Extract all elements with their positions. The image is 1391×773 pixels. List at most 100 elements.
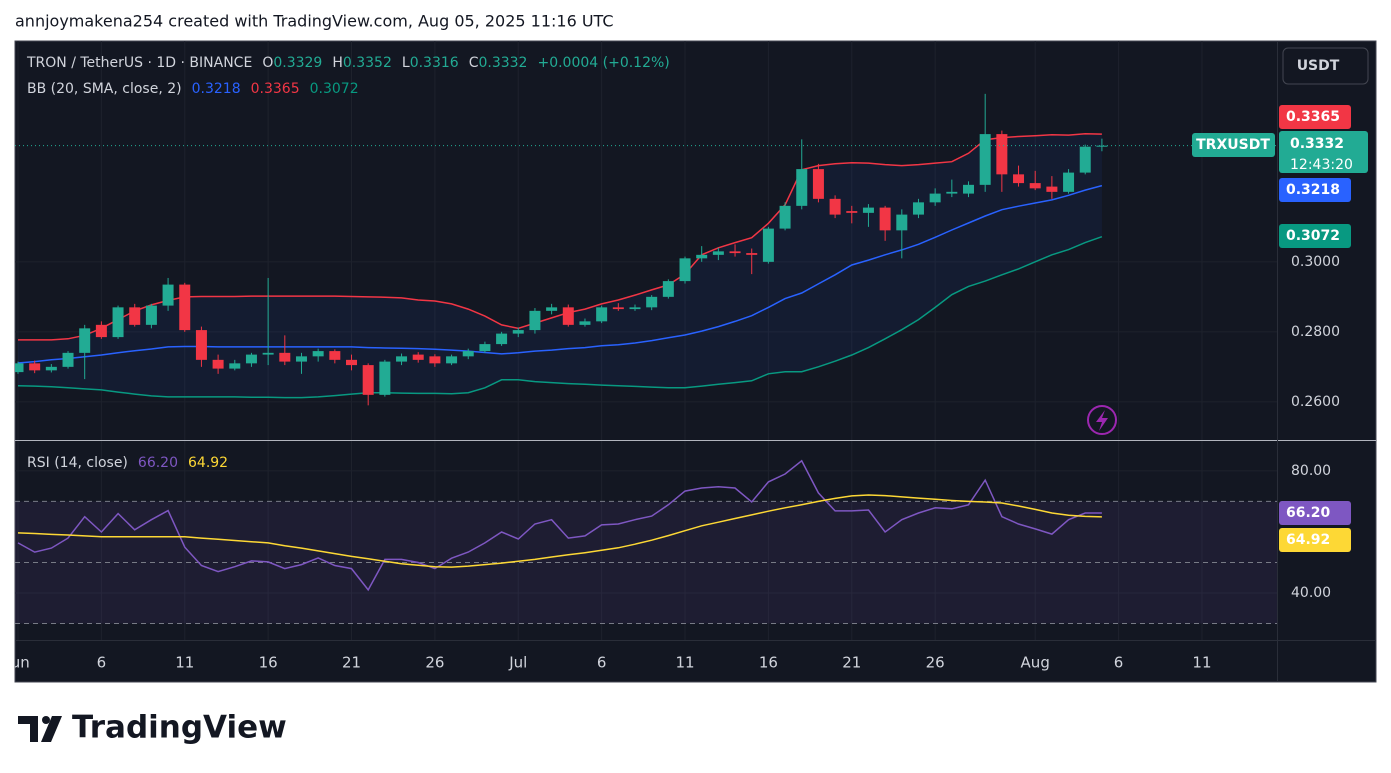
rsi-value: 64.92 — [188, 455, 228, 471]
candle-body — [1079, 146, 1091, 173]
axis-label: 64.92 — [1286, 532, 1330, 548]
candle-body — [79, 328, 91, 353]
candle-body — [746, 253, 758, 255]
candle-body — [95, 324, 107, 338]
axis-label-box — [1279, 501, 1351, 525]
y-tick-label: 0.2600 — [1291, 394, 1340, 410]
x-tick-label: 11 — [175, 654, 194, 672]
axis-label-box — [1279, 224, 1351, 248]
candle-body — [62, 352, 74, 367]
candle-body — [346, 359, 358, 366]
candle-body — [262, 352, 274, 355]
candle-body — [612, 307, 624, 310]
x-tick-label: Jul — [508, 654, 527, 672]
candle-body — [295, 356, 307, 362]
ohlc-key: H — [332, 55, 343, 71]
candle-body — [245, 354, 257, 364]
legend: RSI (14, close) 66.20 64.92 — [27, 455, 228, 471]
alert-icon[interactable] — [1087, 405, 1117, 435]
x-tick-label: 26 — [425, 654, 444, 672]
countdown: 12:43:20 — [1290, 157, 1353, 173]
candle-body — [596, 307, 608, 322]
axis-label: 0.3365 — [1286, 109, 1340, 125]
header: annjoymakena254 created with TradingView… — [15, 12, 614, 31]
price-box — [1279, 131, 1368, 173]
candle-body — [212, 359, 224, 369]
candle-body — [279, 352, 291, 362]
ohlc-value: 0.3352 — [343, 55, 392, 71]
candle-body — [862, 207, 874, 213]
candle-body — [963, 184, 975, 194]
y-tick-label: 40.00 — [1291, 585, 1331, 601]
x-tick-label: 26 — [926, 654, 945, 672]
x-tick-label: 16 — [759, 654, 778, 672]
candle-body — [712, 251, 724, 255]
price-label: 0.3332 — [1290, 136, 1344, 152]
axis-label-box — [1279, 528, 1351, 552]
ohlc-value: 0.3316 — [410, 55, 459, 71]
indicator-line — [18, 132, 1102, 341]
candle-body — [1013, 174, 1025, 184]
axis-label: 66.20 — [1286, 505, 1331, 521]
y-tick-label: 80.00 — [1291, 463, 1331, 479]
candle-body — [195, 330, 207, 360]
x-tick-label: Jun — [5, 654, 29, 672]
legend: BB (20, SMA, close, 2) 0.3218 0.3365 0.3072 — [27, 81, 359, 97]
candle-body — [829, 198, 841, 215]
candle-body — [762, 228, 774, 262]
candle-body — [396, 356, 408, 362]
candle-body — [646, 296, 658, 308]
candle-body — [45, 366, 57, 371]
x-tick-label: 16 — [259, 654, 278, 672]
candle-body — [529, 310, 541, 331]
candle-body — [162, 284, 174, 306]
candle-body — [179, 284, 191, 331]
candle-body — [112, 307, 124, 338]
symbol-label: TRXUSDT — [1196, 137, 1270, 153]
logo — [18, 716, 62, 742]
x-tick-label: Aug — [1021, 654, 1050, 672]
axis-label: 0.3218 — [1286, 182, 1340, 198]
candle-body — [896, 214, 908, 231]
candle-body — [562, 307, 574, 325]
candle-body — [729, 251, 741, 254]
candle-body — [496, 333, 508, 345]
y-tick-label: 0.2800 — [1291, 324, 1340, 340]
symbol: TRON / TetherUS · 1D · BINANCE — [26, 55, 252, 71]
candle-body — [546, 307, 558, 311]
x-tick-label: 11 — [675, 654, 694, 672]
ohlc-value: 0.3332 — [478, 55, 527, 71]
chart-frame — [14, 40, 1377, 683]
candle-body — [462, 351, 474, 357]
candle-body — [1063, 172, 1075, 192]
x-tick-label: 21 — [342, 654, 361, 672]
candle-body — [996, 134, 1008, 175]
candle-body — [1046, 186, 1058, 192]
candle-body — [1029, 183, 1041, 189]
rsi-value: 66.20 — [138, 455, 178, 471]
candle-body — [779, 205, 791, 229]
axis-label-box — [1279, 105, 1351, 129]
plot: Jun 6 11 16 21 26 Jul 6 11 16 21 26 Aug 6 11 — [5, 41, 1277, 672]
legend: TRON / TetherUS · 1D · BINANCE O0.3329 H0.… — [26, 55, 670, 71]
ohlc-key: O — [262, 55, 273, 71]
indicator-value: 0.3218 — [192, 81, 241, 97]
candle-body — [15, 363, 24, 373]
x-tick-label: 6 — [97, 654, 107, 672]
indicator-name: BB (20, SMA, close, 2) — [27, 81, 182, 97]
x-tick-label: 11 — [1192, 654, 1211, 672]
candle-body — [796, 169, 808, 206]
candle-body — [629, 307, 641, 310]
currency-button[interactable] — [1282, 47, 1369, 85]
candle-body — [579, 321, 591, 325]
candle-body — [879, 207, 891, 231]
candle-body — [912, 202, 924, 215]
axis-label-box — [1279, 178, 1351, 202]
indicator-line — [17, 235, 1103, 399]
candle-body — [362, 365, 374, 395]
x-tick-label: 6 — [1114, 654, 1124, 672]
candle-body — [446, 356, 458, 364]
candle-body — [662, 281, 674, 297]
axis-label: 0.3072 — [1286, 228, 1340, 244]
